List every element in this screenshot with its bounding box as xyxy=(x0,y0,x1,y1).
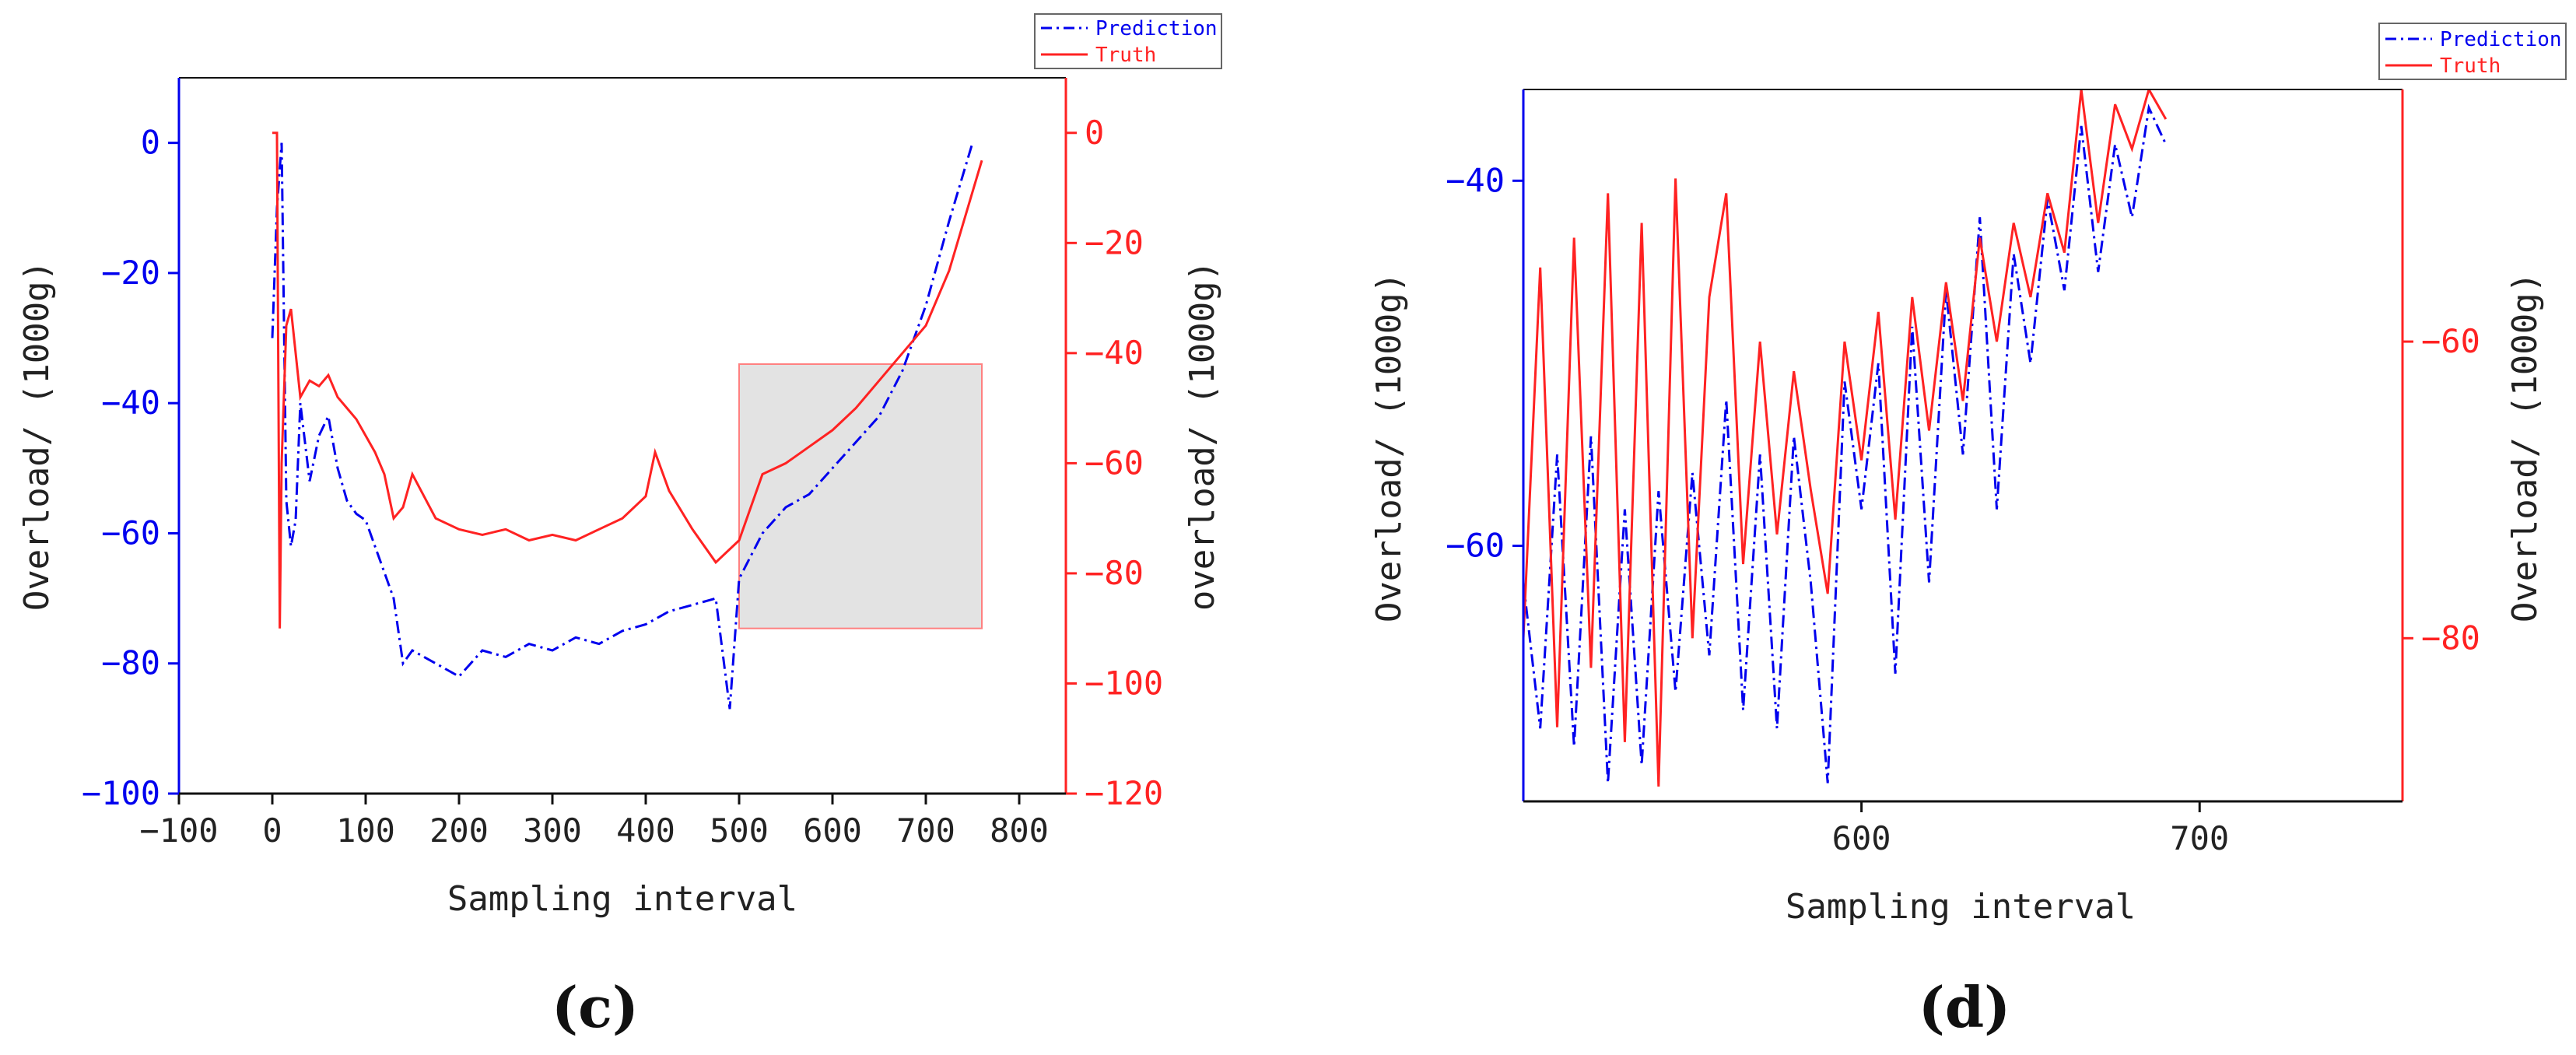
legend-c-truth-label: Truth xyxy=(1095,44,1156,67)
x-axis-label: Sampling interval xyxy=(447,879,797,919)
panel-c: Prediction Truth −100 0 100 200 300 400 500 600… xyxy=(17,13,1222,1040)
x-tick-label: 500 xyxy=(710,811,769,850)
x-tick-label: 600 xyxy=(803,811,862,850)
legend-c: Prediction Truth xyxy=(1034,13,1222,69)
x-tick-label: 200 xyxy=(429,811,489,850)
panel-d: Prediction Truth 600 700 −40 −60 −60 −80 Sa… xyxy=(1369,23,2567,1040)
y-ticks-right: 0 −20 −40 −60 −80 −100 −120 xyxy=(1066,114,1163,812)
y-ticks-right: −60 −80 xyxy=(2403,322,2480,657)
y-tick-label-left: −100 xyxy=(82,774,160,812)
x-tick-label: 100 xyxy=(336,811,395,850)
y-tick-label-right: −60 xyxy=(1085,443,1144,482)
x-tick-label: −100 xyxy=(139,811,218,850)
legend-c-box xyxy=(1034,13,1222,69)
x-ticks: 600 700 xyxy=(1832,801,2229,857)
y-tick-label-right: −80 xyxy=(1085,554,1144,592)
x-axis-label: Sampling interval xyxy=(1786,887,2136,927)
x-tick-label: 800 xyxy=(990,811,1049,850)
y-tick-label-left: −40 xyxy=(1446,161,1505,199)
legend-d-prediction-label: Prediction xyxy=(2440,28,2562,51)
y-axis-label-left: Overload/ (1000g) xyxy=(17,261,57,611)
x-ticks: −100 0 100 200 300 400 500 600 700 800 xyxy=(139,794,1049,850)
y-tick-label-left: −60 xyxy=(101,513,160,552)
y-tick-label-left: −60 xyxy=(1446,527,1505,565)
panel-label-c: (c) xyxy=(552,974,639,1040)
y-tick-label-right: −20 xyxy=(1085,223,1144,261)
y-tick-label-right: −40 xyxy=(1085,334,1144,372)
legend-d: Prediction Truth xyxy=(2378,23,2567,80)
x-tick-label: 0 xyxy=(262,811,282,850)
y-tick-label-right: 0 xyxy=(1085,114,1104,152)
y-axis-label-right: Overload/ (1000g) xyxy=(2505,272,2545,622)
x-tick-label: 300 xyxy=(523,811,582,850)
truth-line xyxy=(1523,89,2168,787)
y-ticks-left: −40 −60 xyxy=(1446,161,1523,565)
highlight-region xyxy=(738,363,983,629)
panel-label-d: (d) xyxy=(1919,974,2010,1040)
legend-c-prediction-label: Prediction xyxy=(1095,17,1218,40)
y-tick-label-left: −20 xyxy=(101,254,160,292)
x-tick-label: 700 xyxy=(896,811,955,850)
x-tick-label: 600 xyxy=(1832,819,1891,857)
y-tick-label-left: −80 xyxy=(101,644,160,682)
truth-line xyxy=(272,131,983,629)
y-ticks-left: 0 −20 −40 −60 −80 −100 xyxy=(82,124,179,812)
y-tick-label-right: −60 xyxy=(2421,322,2480,360)
y-axis-label-right: overload/ (1000g) xyxy=(1183,261,1222,611)
y-tick-label-right: −120 xyxy=(1085,774,1163,812)
y-tick-label-left: −40 xyxy=(101,384,160,422)
prediction-line xyxy=(271,142,974,710)
y-tick-label-right: −80 xyxy=(2421,619,2480,657)
y-tick-label-right: −100 xyxy=(1085,664,1163,702)
x-tick-label: 700 xyxy=(2170,819,2229,857)
y-tick-label-left: 0 xyxy=(141,124,160,162)
legend-d-truth-label: Truth xyxy=(2440,54,2501,78)
legend-d-box xyxy=(2378,23,2567,80)
x-tick-label: 400 xyxy=(616,811,675,850)
y-axis-label-left: Overload/ (1000g) xyxy=(1369,272,1409,622)
